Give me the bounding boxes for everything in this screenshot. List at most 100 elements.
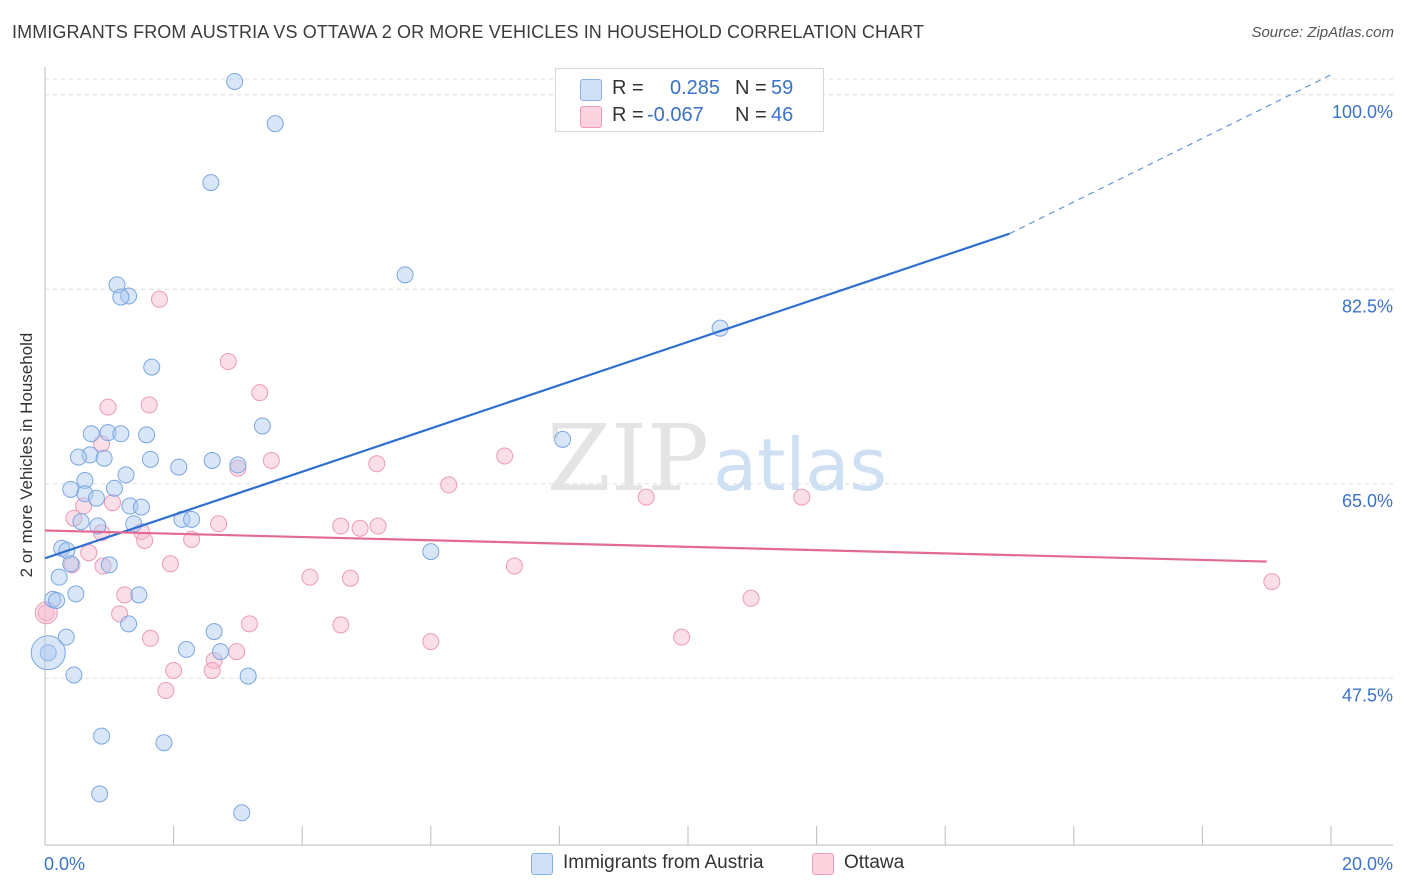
austria-point: [112, 288, 130, 306]
y-tick-label: 82.5%: [1342, 296, 1393, 316]
y-tick-label: 65.0%: [1342, 491, 1393, 511]
austria-point: [117, 466, 135, 484]
austria-point: [239, 667, 257, 685]
austria-point: [226, 72, 244, 90]
ottawa-point: [161, 555, 179, 573]
legend-n-value: 59: [771, 77, 794, 99]
legend-n-label: N =: [735, 77, 767, 99]
austria-trend-extension: [1009, 74, 1332, 235]
ottawa-point: [203, 662, 221, 680]
austria-point: [183, 510, 201, 528]
chart-title: IMMIGRANTS FROM AUSTRIA VS OTTAWA 2 OR M…: [12, 22, 925, 42]
ottawa-point: [505, 557, 523, 575]
ottawa-point: [301, 568, 319, 586]
austria-point: [233, 804, 251, 822]
x-tick-label: 20.0%: [1342, 854, 1393, 874]
x-tick-label: 0.0%: [44, 854, 85, 874]
austria-point: [100, 556, 118, 574]
ottawa-point: [341, 569, 359, 587]
austria-point: [89, 517, 107, 535]
y-tick-label: 100.0%: [1332, 102, 1393, 122]
legend-n-value: 46: [771, 104, 794, 126]
bottom-legend-swatch-austria: [531, 853, 553, 875]
austria-point: [30, 635, 66, 671]
bottom-legend-label-ottawa: Ottawa: [844, 852, 905, 873]
austria-point: [57, 628, 75, 646]
austria-point: [39, 644, 57, 662]
austria-point: [141, 450, 159, 468]
austria-point: [67, 585, 85, 603]
austria-point: [229, 456, 247, 474]
austria-point: [212, 643, 230, 661]
austria-point: [82, 425, 100, 443]
bottom-legend-label-austria: Immigrants from Austria: [563, 852, 764, 873]
legend-r-value: -0.067: [647, 104, 704, 126]
legend-swatch-ottawa: [580, 106, 602, 128]
ottawa-point: [99, 398, 117, 416]
y-axis-label: 2 or more Vehicles in Household: [17, 332, 36, 578]
austria-point: [138, 426, 156, 444]
austria-trend-line: [44, 232, 1010, 560]
ottawa-point: [140, 396, 158, 414]
ottawa-trend-line: [44, 529, 1267, 563]
ottawa-point: [793, 488, 811, 506]
austria-point: [72, 513, 90, 531]
ottawa-point: [351, 519, 369, 537]
austria-point: [396, 266, 414, 284]
ottawa-point: [165, 662, 183, 680]
ottawa-point: [368, 455, 386, 473]
chart-source: Source: ZipAtlas.com: [1251, 24, 1394, 41]
legend-swatch-austria: [580, 79, 602, 101]
legend-r-value: 0.285: [670, 77, 721, 99]
austria-point: [202, 174, 220, 192]
watermark: ZIP atlas: [547, 405, 887, 512]
austria-point: [62, 555, 80, 573]
ottawa-point: [251, 384, 269, 402]
austria-point: [143, 358, 161, 376]
austria-point: [93, 727, 111, 745]
legend-n-label: N =: [735, 104, 767, 126]
ottawa-point: [136, 531, 154, 549]
bottom-legend-swatch-ottawa: [812, 853, 834, 875]
ottawa-point: [141, 629, 159, 647]
austria-point: [62, 480, 80, 498]
ottawa-point: [262, 451, 280, 469]
ottawa-point: [116, 586, 134, 604]
austria-point: [95, 449, 113, 467]
ottawa-point: [332, 517, 350, 535]
austria-point: [105, 479, 123, 497]
austria-point: [120, 615, 138, 633]
ottawa-point: [219, 353, 237, 371]
austria-point: [253, 417, 271, 435]
grid-lines: [45, 78, 1393, 679]
austria-point: [76, 471, 94, 489]
austria-point: [91, 785, 109, 803]
ottawa-point: [742, 589, 760, 607]
ottawa-point: [369, 517, 387, 535]
ottawa-point: [104, 494, 122, 512]
austria-point: [112, 425, 130, 443]
ottawa-point: [80, 544, 98, 562]
trend-lines: [44, 74, 1332, 563]
austria-point: [422, 543, 440, 561]
austria-point: [205, 623, 223, 641]
austria-point: [177, 640, 195, 658]
correlation-legend: R = 0.285 N = 59 R = -0.067 N = 46: [555, 68, 824, 132]
austria-point: [99, 424, 117, 442]
ottawa-point: [157, 682, 175, 700]
axes: [44, 67, 1393, 846]
austria-point: [87, 489, 105, 507]
ottawa-point: [228, 643, 246, 661]
austria-point: [266, 115, 284, 133]
ottawa-point: [637, 488, 655, 506]
austria-point: [203, 451, 221, 469]
ottawa-point: [422, 633, 440, 651]
ottawa-point: [673, 628, 691, 646]
ottawa-point: [210, 515, 228, 533]
ottawa-point: [496, 447, 514, 465]
watermark-zip: ZIP: [547, 405, 709, 512]
austria-point: [130, 586, 148, 604]
austria-point: [554, 430, 572, 448]
austria-point: [65, 666, 83, 684]
